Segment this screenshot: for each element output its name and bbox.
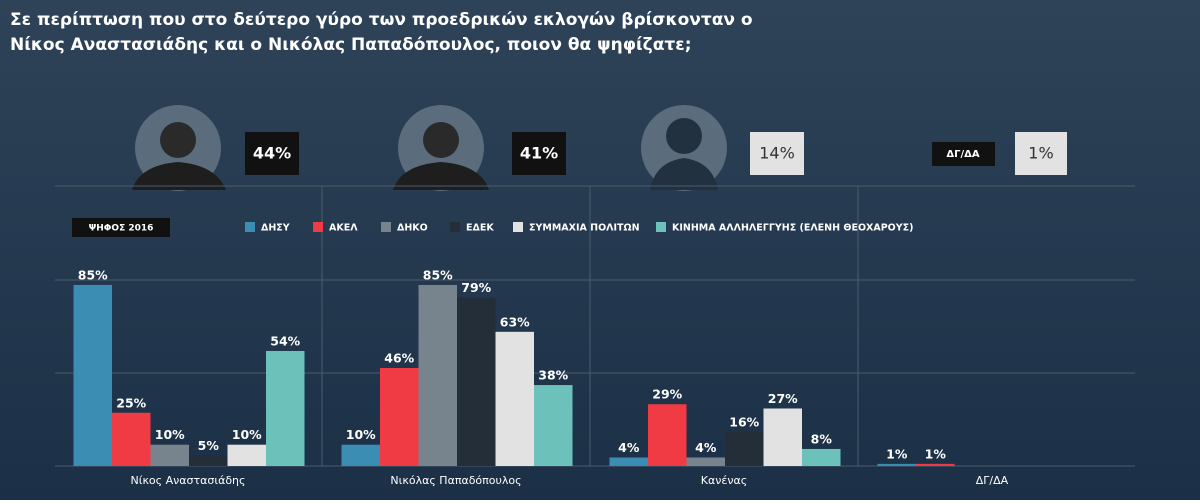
data-label: 25% (116, 395, 146, 410)
label-box (932, 142, 995, 166)
result-box (1015, 132, 1067, 175)
data-label: 29% (652, 387, 682, 402)
category-label: Νίκος Αναστασιάδης (131, 474, 246, 487)
bar (227, 444, 266, 466)
data-label: 4% (618, 440, 640, 455)
portrait (132, 105, 226, 191)
bar (802, 448, 841, 466)
bar (418, 284, 457, 466)
bar (609, 457, 648, 466)
legend-label: ΑΚΕΛ (329, 223, 358, 234)
result: 1% (1028, 144, 1053, 163)
bar (495, 331, 534, 466)
bar (725, 431, 764, 466)
data-label: 8% (811, 431, 833, 446)
result-box (245, 132, 299, 175)
data-label: 10% (346, 427, 376, 442)
title-line: Νίκος Αναστασιάδης και ο Νικόλας Παπαδόπ… (10, 35, 692, 55)
bar (457, 297, 496, 466)
data-label: 1% (925, 446, 947, 461)
legend-swatch (513, 222, 523, 232)
category-label: Κανένας (701, 474, 747, 487)
bar (150, 444, 189, 466)
data-label: 10% (155, 427, 185, 442)
category-label: Νικόλας Παπαδόπουλος (390, 474, 521, 487)
bar (73, 284, 112, 466)
portrait (641, 105, 727, 191)
result-box (512, 132, 566, 175)
legend-swatch (245, 222, 255, 232)
result: 41% (520, 144, 558, 163)
bar (916, 463, 955, 466)
data-label: 46% (384, 351, 414, 366)
panel-lines (55, 185, 1135, 467)
portrait (393, 105, 489, 191)
legend-swatch (656, 222, 666, 232)
title-line: Σε περίπτωση που στο δεύτερο γύρο των πρ… (10, 10, 753, 30)
result: 44% (253, 144, 291, 163)
category-label: ΔΓ/ΔΑ (976, 474, 1009, 487)
legend-swatch (450, 222, 460, 232)
data-label: 1% (886, 446, 908, 461)
legend-label: ΚΙΝΗΜΑ ΑΛΛΗΛΕΓΓΥΗΣ (ΕΛΕΝΗ ΘΕΟΧΑΡΟΥΣ) (672, 223, 913, 234)
data-label: 63% (500, 314, 530, 329)
bar (341, 444, 380, 466)
data-label: 85% (423, 267, 453, 282)
data-label: 79% (461, 280, 491, 295)
legend-title-box (72, 218, 170, 237)
bar (686, 457, 725, 466)
data-label: 10% (232, 427, 262, 442)
data-label: 16% (729, 414, 759, 429)
legend-swatch (381, 222, 391, 232)
legend-swatch (313, 222, 323, 232)
candidate-name: ΔΓ/ΔΑ (946, 149, 980, 160)
data-label: 38% (538, 368, 568, 383)
bar (112, 412, 151, 466)
bar (189, 455, 228, 466)
legend-label: ΕΔΕΚ (466, 223, 494, 234)
data-label: 4% (695, 440, 717, 455)
result-box (750, 132, 804, 175)
legend-title: ΨΗΦΟΣ 2016 (89, 224, 154, 234)
data-label: 27% (768, 391, 798, 406)
bar (534, 385, 573, 466)
bar (763, 408, 802, 466)
legend-label: ΔΗΚΟ (397, 223, 428, 234)
data-label: 85% (78, 267, 108, 282)
legend-label: ΔΗΣΥ (261, 223, 290, 234)
result: 14% (759, 144, 795, 163)
bar (380, 368, 419, 466)
bar (266, 350, 305, 466)
bar (877, 463, 916, 466)
legend-label: ΣΥΜΜΑΧΙΑ ΠΟΛΙΤΩΝ (529, 223, 640, 234)
data-label: 5% (198, 438, 220, 453)
bar (648, 404, 687, 466)
data-label: 54% (270, 333, 300, 348)
